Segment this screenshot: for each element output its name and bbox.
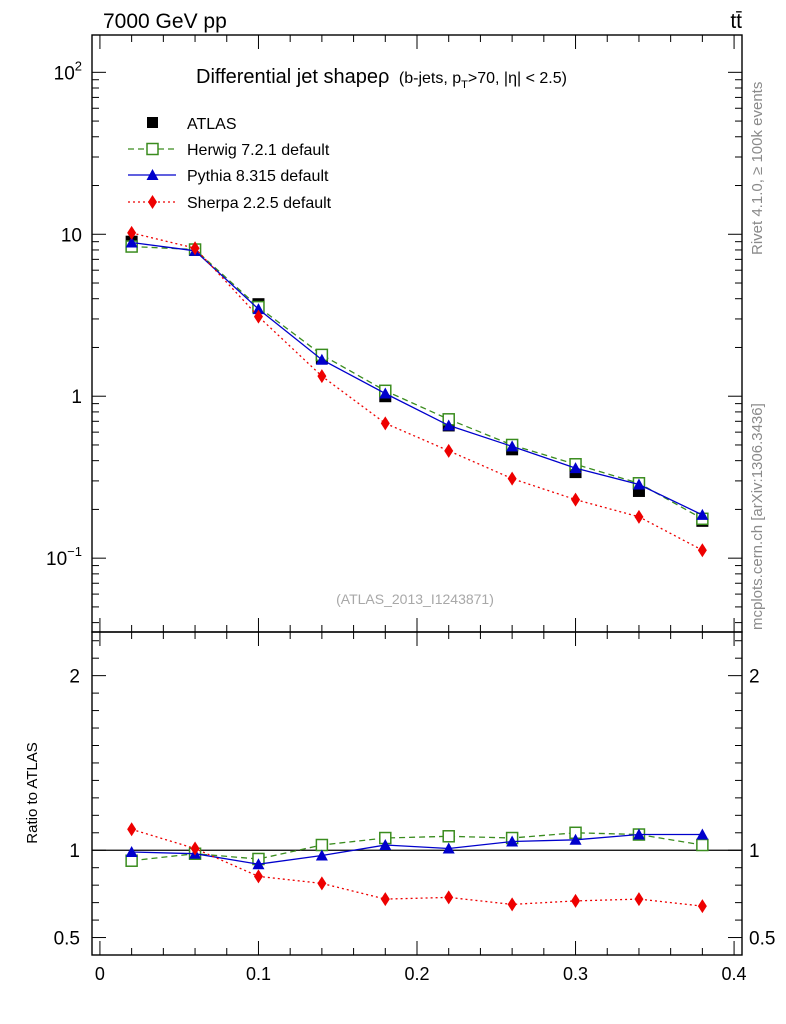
legend-entry-sherpa: Sherpa 2.2.5 default [128, 195, 332, 212]
ratio-point-sherpa [634, 892, 644, 907]
series-line-pythia [131, 241, 703, 516]
y-tick-label: 10 [61, 225, 82, 246]
ratio-y-tick-label: 1 [69, 841, 80, 862]
data-point-sherpa [253, 309, 263, 324]
ratio-point-sherpa [697, 899, 707, 914]
energy-label: 7000 GeV pp [103, 10, 227, 33]
x-tick-label: 0.4 [722, 964, 747, 984]
ratio-y-tick-label-right: 1 [749, 841, 760, 862]
data-point-sherpa [571, 492, 581, 507]
data-point-sherpa [190, 241, 200, 256]
data-point-sherpa [317, 369, 327, 384]
chart-title-main: Differential jet shapeρ [196, 66, 389, 88]
ratio-point-pythia [696, 828, 709, 840]
ratio-point-pythia [125, 845, 138, 857]
data-point-pythia [315, 353, 328, 365]
ratio-point-sherpa [317, 876, 327, 891]
data-point-pythia [252, 303, 265, 315]
chart-title: Differential jet shapeρ (b-jets, pT>70, … [196, 66, 567, 91]
ratio-y-tick-label: 2 [69, 667, 80, 688]
rivet-label: Rivet 4.1.0, ≥ 100k events [749, 82, 766, 255]
series-line-sherpa [131, 232, 703, 551]
data-point-pythia [696, 508, 709, 520]
ratio-point-herwig [442, 830, 455, 843]
ratio-point-herwig [315, 838, 329, 852]
ratio-ylabel: Ratio to ATLAS [24, 742, 41, 843]
ratio-point-pythia [252, 858, 265, 870]
legend-marker-herwig [146, 142, 159, 156]
chart-subtitle-b: >70, |η| < 2.5) [468, 70, 567, 87]
ratio-point-sherpa [127, 822, 137, 837]
data-point-pythia [442, 419, 455, 431]
ratio-plot-frame [91, 631, 743, 956]
ratio-series-layer [125, 822, 709, 914]
ratio-point-sherpa [571, 893, 581, 908]
data-point-sherpa [380, 416, 390, 431]
data-point-pythia [506, 440, 519, 452]
data-point-sherpa [444, 443, 454, 458]
ratio-point-herwig [696, 838, 709, 852]
series-line-herwig [131, 245, 703, 520]
legend: ATLAS Herwig 7.2.1 default Pythia 8.315 … [128, 116, 332, 212]
x-tick-label: 0.3 [563, 964, 588, 984]
legend-marker-pythia [146, 169, 159, 180]
ratio-point-sherpa [253, 869, 263, 884]
ratio-point-pythia [506, 835, 519, 847]
ratio-point-sherpa [507, 897, 517, 912]
y-tick-label: 10−1 [46, 544, 82, 570]
y-tick-label: 102 [54, 58, 82, 84]
chart-subtitle-sub: T [461, 79, 468, 91]
y-tick-label: 1 [71, 387, 82, 408]
ratio-y-tick-label-right: 2 [749, 667, 760, 688]
process-label: tt̄ [730, 10, 742, 33]
legend-label-atlas: ATLAS [187, 116, 237, 133]
ratio-point-pythia [442, 842, 455, 854]
ratio-point-pythia [569, 833, 582, 845]
chart-subtitle-a: (b-jets, p [399, 70, 461, 87]
legend-entry-atlas: ATLAS [147, 116, 237, 133]
ratio-y-tick-label-right: 0.5 [749, 929, 775, 950]
ratio-point-pythia [379, 839, 392, 851]
data-point-pythia [125, 236, 138, 248]
legend-marker-sherpa [148, 195, 157, 209]
legend-label-herwig: Herwig 7.2.1 default [187, 142, 330, 159]
data-point-sherpa [697, 543, 707, 558]
data-point-pythia [379, 387, 392, 399]
data-point-sherpa [507, 471, 517, 486]
ratio-point-pythia [632, 828, 645, 840]
legend-label-sherpa: Sherpa 2.2.5 default [187, 195, 332, 212]
x-tick-label: 0.1 [246, 964, 271, 984]
ratio-point-sherpa [380, 892, 390, 907]
ratio-line-herwig [131, 832, 703, 862]
ratio-point-sherpa [444, 890, 454, 905]
x-tick-label: 0 [95, 964, 105, 984]
ratio-y-tick-label: 0.5 [54, 929, 80, 950]
data-point-sherpa [127, 225, 137, 240]
legend-label-pythia: Pythia 8.315 default [187, 168, 329, 185]
legend-marker-atlas [147, 117, 158, 128]
legend-entry-herwig: Herwig 7.2.1 default [128, 142, 330, 159]
axes-layer: 0 0.1 0.2 0.3 0.4 102 10 1 10−1 0.5 0.5 1 1 2 2 [46, 35, 775, 984]
data-point-pythia [569, 462, 582, 474]
source-label: mcplots.cern.ch [arXiv:1306.3436] [749, 403, 766, 630]
ratio-point-pythia [315, 849, 328, 861]
analysis-tag: (ATLAS_2013_I1243871) [336, 591, 494, 607]
legend-entry-pythia: Pythia 8.315 default [128, 168, 329, 185]
ratio-line-pythia [131, 833, 703, 865]
ratio-point-sherpa [190, 841, 200, 856]
ratio-line-sherpa [131, 828, 703, 907]
data-point-sherpa [634, 509, 644, 524]
data-point-pythia [632, 478, 645, 490]
x-tick-label: 0.2 [404, 964, 429, 984]
main-series-layer [125, 225, 709, 558]
